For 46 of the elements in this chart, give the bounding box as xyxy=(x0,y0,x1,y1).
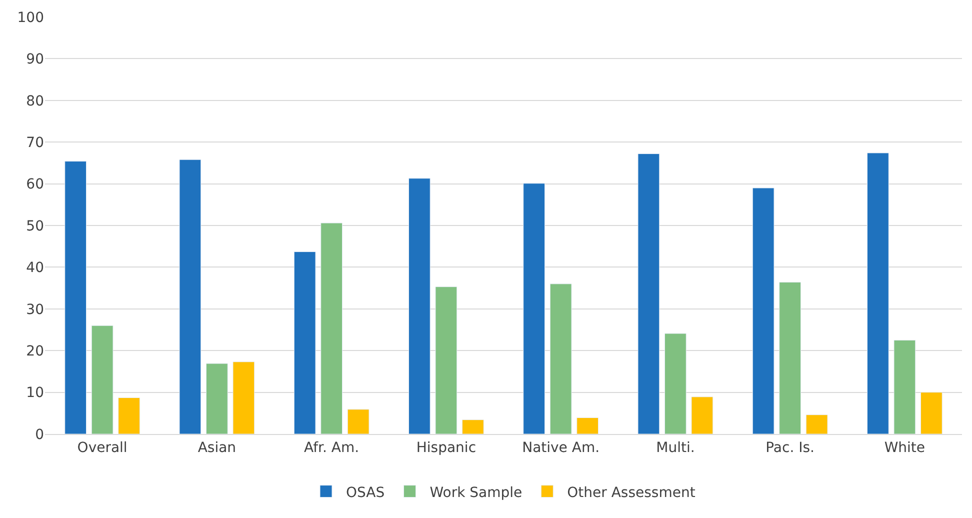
x-tick-label: Multi. xyxy=(656,440,695,456)
bar xyxy=(806,414,828,434)
y-tick-label: 0 xyxy=(35,426,44,443)
x-tick-label: Pac. Is. xyxy=(766,440,814,456)
y-tick-label: 50 xyxy=(26,218,44,234)
legend-label: Work Sample xyxy=(430,484,522,501)
bar xyxy=(232,362,255,434)
bar xyxy=(206,363,228,434)
bar xyxy=(91,325,114,434)
x-tick-label: Native Am. xyxy=(522,440,600,456)
x-tick-label: Afr. Am. xyxy=(304,440,360,456)
bar xyxy=(408,178,430,434)
bar xyxy=(664,333,686,434)
legend-label: OSAS xyxy=(346,484,385,501)
bar xyxy=(894,340,916,434)
bar xyxy=(435,286,458,434)
x-tick-label: Overall xyxy=(77,440,128,456)
x-tick-label: Hispanic xyxy=(416,440,476,456)
bar xyxy=(752,188,774,434)
bar xyxy=(64,161,87,434)
bar xyxy=(179,159,202,434)
bar xyxy=(779,282,802,434)
bar xyxy=(638,154,660,434)
x-tick-label: White xyxy=(884,440,926,456)
bar xyxy=(550,284,572,434)
y-tick-label: 70 xyxy=(26,135,44,151)
bar xyxy=(347,409,370,434)
y-tick-label: 80 xyxy=(26,93,44,110)
bar xyxy=(462,420,484,434)
bar xyxy=(576,417,599,434)
y-tick-label: 60 xyxy=(26,176,44,193)
bar xyxy=(691,396,714,434)
legend-label: Other Assessment xyxy=(567,484,696,501)
bar xyxy=(866,152,889,434)
y-tick-label: 40 xyxy=(26,260,44,276)
bar xyxy=(294,252,316,434)
bar xyxy=(118,397,140,434)
x-tick-label: Asian xyxy=(198,440,236,456)
bar xyxy=(920,392,942,434)
y-tick-label: 100 xyxy=(17,10,44,26)
bar xyxy=(320,222,343,434)
y-tick-label: 30 xyxy=(26,302,44,318)
bar xyxy=(523,183,546,434)
y-tick-label: 20 xyxy=(26,344,44,360)
y-tick-label: 90 xyxy=(26,52,44,68)
y-tick-label: 10 xyxy=(26,385,44,402)
